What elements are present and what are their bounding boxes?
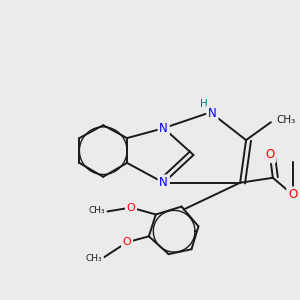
Text: O: O — [288, 188, 297, 201]
Text: O: O — [265, 148, 274, 161]
Text: N: N — [208, 107, 217, 120]
Text: CH₃: CH₃ — [85, 254, 102, 263]
Text: O: O — [123, 237, 131, 247]
Text: CH₃: CH₃ — [88, 206, 105, 215]
Text: N: N — [159, 176, 168, 189]
Text: O: O — [127, 202, 135, 212]
Text: H: H — [200, 99, 207, 109]
Text: N: N — [159, 122, 168, 135]
Text: CH₃: CH₃ — [277, 115, 296, 125]
